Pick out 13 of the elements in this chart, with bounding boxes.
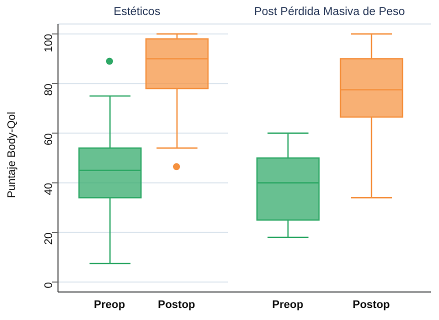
y-tick-label: 60 <box>42 133 55 146</box>
y-tick-label: 20 <box>42 232 55 245</box>
y-tick-label: 100 <box>42 34 55 52</box>
y-axis-title: Puntaje Body-Qol <box>6 112 18 198</box>
x-tick-label: Preop <box>272 298 304 311</box>
y-tick-label: 40 <box>42 182 55 196</box>
x-tick-label: Postop <box>352 298 390 311</box>
x-tick-label: Postop <box>158 298 196 311</box>
chart-title: Post Pérdida Masiva de Peso <box>253 5 406 20</box>
chart-title: Estéticos <box>112 5 162 20</box>
y-tick-label: 0 <box>42 282 55 288</box>
x-tick-label: Preop <box>94 298 126 311</box>
y-tick-label: 80 <box>42 84 55 96</box>
